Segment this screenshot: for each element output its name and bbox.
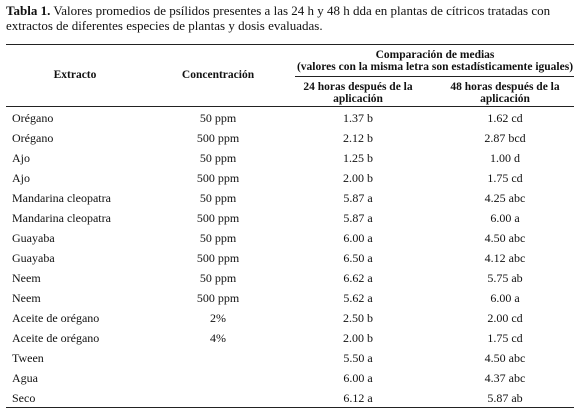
cell-extracto: Tween [12,351,44,365]
header-concentracion: Concentración [181,69,255,81]
cell-extracto: Ajo [12,171,30,185]
cell-concentracion: 2% [210,311,226,325]
cell-concentracion: 500 ppm [196,291,240,305]
cell-24h: 2.12 b [343,131,373,145]
cell-48h: 5.87 ab [487,391,523,405]
cell-concentracion: 50 ppm [199,231,237,245]
cell-48h: 6.00 a [490,211,520,225]
cell-48h: 1.75 cd [487,171,523,185]
cell-concentracion: 50 ppm [199,111,237,125]
cell-24h: 5.62 a [343,291,373,305]
cell-extracto: Orégano [12,131,54,145]
cell-concentracion: 500 ppm [196,171,240,185]
cell-24h: 5.50 a [343,351,373,365]
header-48h-line2: aplicación [480,93,530,105]
cell-48h: 4.25 abc [484,191,526,205]
cell-extracto: Guayaba [12,231,55,245]
header-24h-line1: 24 horas después de la [303,81,413,93]
cell-48h: 2.00 cd [487,311,523,325]
cell-48h: 6.00 a [490,291,520,305]
cell-extracto: Ajo [12,151,30,165]
cell-48h: 4.37 abc [484,371,526,385]
cell-extracto: Guayaba [12,251,55,265]
cell-extracto: Mandarina cleopatra [12,211,111,225]
cell-concentracion: 50 ppm [199,271,237,285]
header-48h-line1: 48 horas después de la [450,81,560,93]
cell-24h: 5.87 a [343,191,373,205]
cell-24h: 6.00 a [343,371,373,385]
cell-24h: 1.25 b [343,151,373,165]
cell-extracto: Mandarina cleopatra [12,191,111,205]
caption-text: Valores promedios de psílidos presentes … [6,3,551,33]
cell-24h: 2.00 b [343,171,373,185]
cell-concentracion: 50 ppm [199,151,237,165]
cell-48h: 4.50 abc [484,351,526,365]
cell-concentracion: 500 ppm [196,211,240,225]
cell-24h: 6.50 a [343,251,373,265]
group-rule [295,76,574,77]
cell-48h: 2.87 bcd [484,131,526,145]
cell-concentracion: 500 ppm [196,251,240,265]
cell-24h: 5.87 a [343,211,373,225]
cell-extracto: Aceite de orégano [12,311,100,325]
cell-48h: 4.12 abc [484,251,526,265]
cell-48h: 1.00 d [490,151,520,165]
cell-48h: 1.62 cd [487,111,523,125]
cell-extracto: Neem [12,271,41,285]
cell-extracto: Orégano [12,111,54,125]
cell-extracto: Agua [12,371,38,385]
cell-24h: 6.12 a [343,391,373,405]
cell-48h: 1.75 cd [487,331,523,345]
cell-24h: 6.62 a [343,271,373,285]
cell-24h: 2.50 b [343,311,373,325]
cell-extracto: Neem [12,291,41,305]
top-rule [6,44,574,45]
table-caption: Tabla 1. Valores promedios de psílidos p… [6,3,574,33]
cell-48h: 5.75 ab [487,271,523,285]
cell-24h: 1.37 b [343,111,373,125]
header-group-line2: (valores con la misma letra son estadíst… [296,61,574,73]
header-group-line1: Comparación de medias [375,49,495,61]
cell-concentracion: 4% [210,331,226,345]
header-24h-line2: aplicación [333,93,383,105]
bottom-rule [6,407,574,408]
cell-concentracion: 500 ppm [196,131,240,145]
cell-24h: 6.00 a [343,231,373,245]
header-rule [6,106,574,107]
cell-concentracion: 50 ppm [199,191,237,205]
cell-extracto: Aceite de orégano [12,331,100,345]
caption-label: Tabla 1. [6,3,51,18]
cell-24h: 2.00 b [343,331,373,345]
cell-48h: 4.50 abc [484,231,526,245]
cell-extracto: Seco [12,391,36,405]
header-extracto: Extracto [53,69,97,81]
